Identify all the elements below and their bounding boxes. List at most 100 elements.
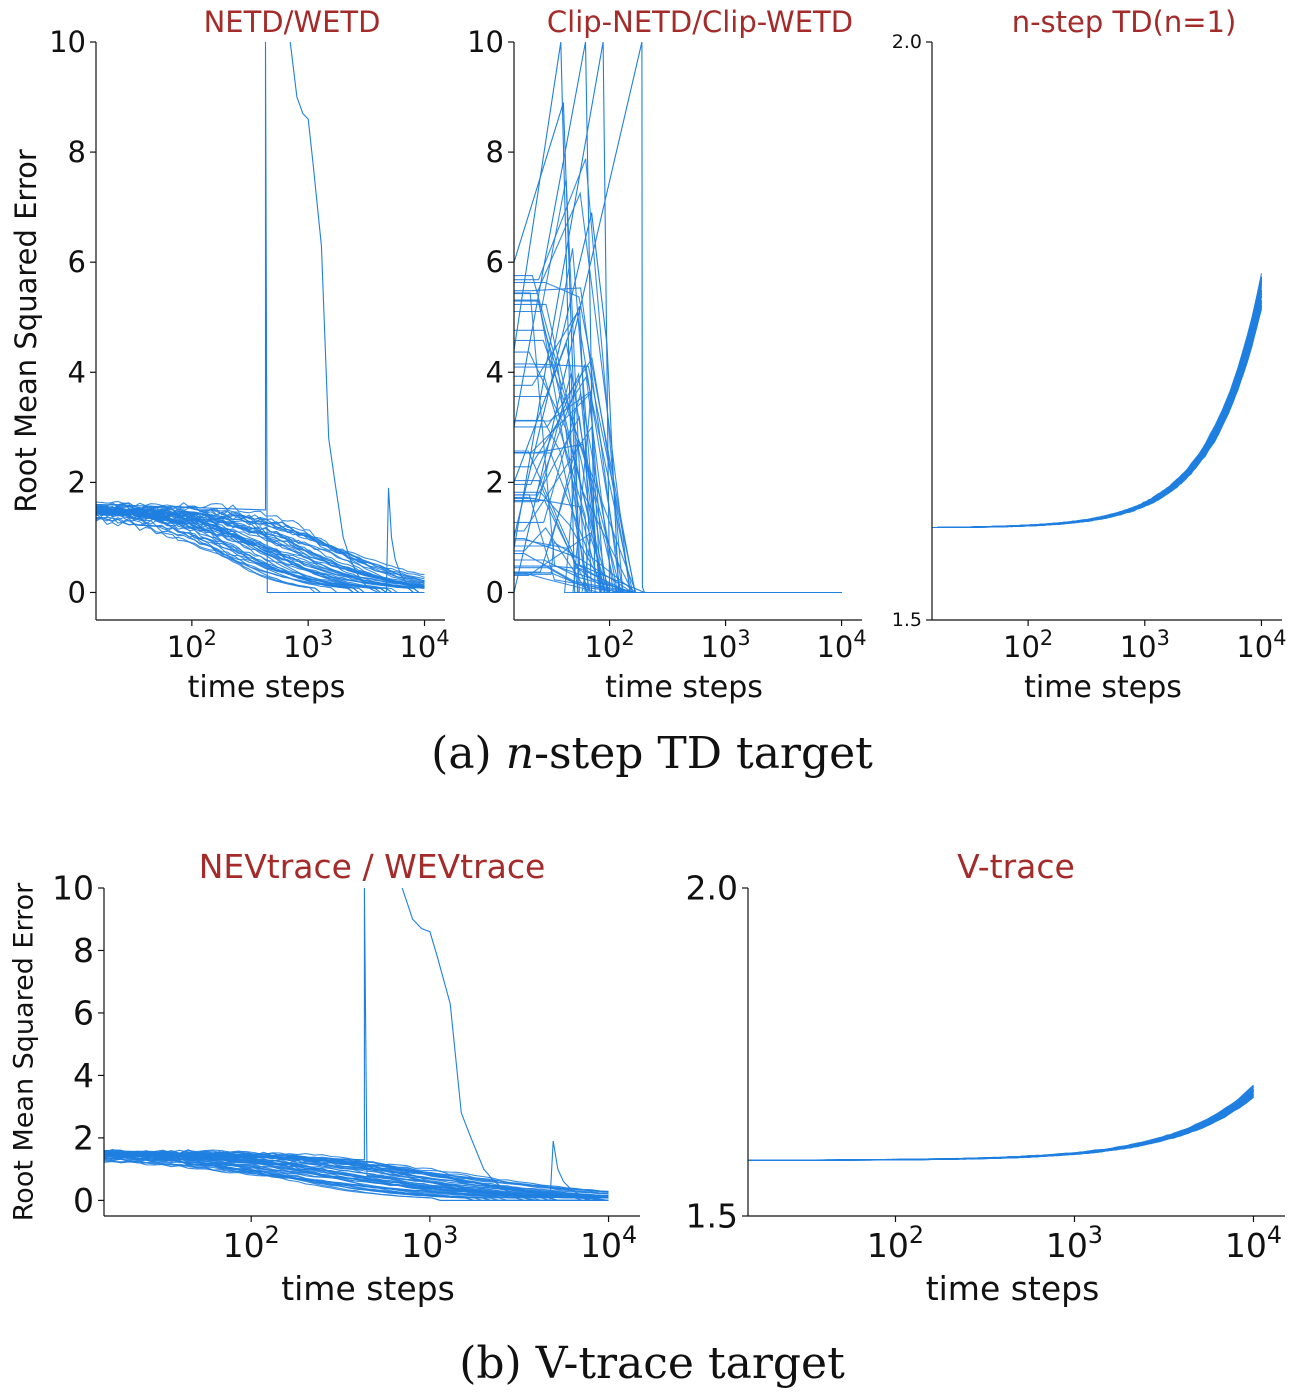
series-line-31 <box>932 290 1263 529</box>
caption-b-text: V-trace target <box>535 1338 845 1389</box>
series-line-36 <box>932 295 1263 529</box>
series-group <box>514 42 842 594</box>
x-tick-label: 104 <box>816 626 866 664</box>
series-line-12 <box>748 1094 1254 1161</box>
series-line-29 <box>932 277 1263 529</box>
series-line-30 <box>514 158 842 594</box>
x-tick-base: 10 <box>1003 630 1040 664</box>
y-tick-label: 2 <box>73 1118 94 1157</box>
y-tick-label: 2 <box>68 465 86 499</box>
series-line-48 <box>104 1151 609 1201</box>
series-line-44 <box>514 539 842 594</box>
x-tick-label: 104 <box>580 1221 637 1265</box>
series-line-32 <box>932 278 1263 529</box>
x-tick-exponent: 4 <box>1273 626 1286 650</box>
x-tick-base: 10 <box>167 630 204 664</box>
series-line-25 <box>748 1096 1254 1161</box>
y-tick-label: 8 <box>73 931 94 970</box>
series-line-40 <box>932 276 1263 529</box>
series-line-11 <box>932 301 1263 529</box>
x-tick-exponent: 3 <box>1088 1221 1103 1249</box>
x-axis-label: time steps <box>926 1269 1100 1308</box>
series-line-18 <box>932 293 1263 529</box>
x-tick-base: 10 <box>399 630 436 664</box>
series-line-16 <box>932 302 1263 529</box>
series-line-23 <box>514 567 842 594</box>
series-line-37 <box>748 1094 1254 1161</box>
chart-title: n-step TD(n=1) <box>1012 5 1237 39</box>
x-tick-exponent: 3 <box>737 626 750 650</box>
series-line-46 <box>96 509 425 594</box>
series-line-13 <box>748 1094 1254 1161</box>
series-line-9 <box>932 285 1263 529</box>
x-tick-exponent: 2 <box>1040 626 1053 650</box>
chart-title: Clip-NETD/Clip-WETD <box>547 5 853 39</box>
series-line-35 <box>748 1095 1254 1161</box>
chart-title: NEVtrace / WEVtrace <box>199 847 546 886</box>
chart-title: V-trace <box>957 847 1075 886</box>
y-tick-label: 10 <box>467 25 504 59</box>
series-outlier-3 <box>385 487 425 593</box>
series-line-28 <box>748 1086 1254 1161</box>
series-line-11 <box>748 1087 1254 1161</box>
series-line-27 <box>932 292 1263 529</box>
x-tick-label: 102 <box>867 1221 924 1265</box>
series-line-23 <box>932 280 1263 529</box>
x-tick-base: 10 <box>816 630 853 664</box>
y-tick-label: 10 <box>49 25 86 59</box>
x-tick-label: 103 <box>283 626 333 664</box>
series-group <box>104 888 609 1201</box>
series-line-40 <box>96 509 425 584</box>
series-line-2 <box>932 308 1263 529</box>
y-tick-label: 2.0 <box>686 869 738 908</box>
series-line-24 <box>932 290 1263 529</box>
series-line-38 <box>748 1093 1254 1161</box>
series-line-19 <box>932 300 1263 529</box>
x-tick-label: 103 <box>401 1221 458 1265</box>
series-line-39 <box>932 304 1263 529</box>
series-line-23 <box>748 1092 1254 1161</box>
x-axis-label: time steps <box>188 670 346 705</box>
chart-title: NETD/WETD <box>204 5 381 39</box>
series-line-28 <box>932 277 1263 529</box>
y-tick-label: 2 <box>486 465 504 499</box>
series-line-14 <box>748 1090 1254 1161</box>
x-tick-label: 103 <box>1120 626 1170 664</box>
series-outlier-2 <box>401 888 538 1201</box>
series-line-8 <box>932 287 1263 529</box>
series-line-21 <box>748 1086 1254 1161</box>
series-line-30 <box>932 277 1263 529</box>
series-line-33 <box>748 1088 1254 1161</box>
series-line-21 <box>932 279 1263 529</box>
series-line-28 <box>514 191 842 594</box>
series-line-3 <box>514 553 842 594</box>
series-line-30 <box>748 1085 1254 1161</box>
series-line-50 <box>514 452 842 594</box>
series-line-8 <box>514 415 842 594</box>
y-axis-label: Root Mean Squared Error <box>9 149 43 513</box>
series-group <box>748 1084 1254 1161</box>
series-line-3 <box>748 1090 1254 1161</box>
y-tick-label: 6 <box>73 993 94 1032</box>
series-line-24 <box>748 1096 1254 1161</box>
series-line-4 <box>932 300 1263 529</box>
series-line-6 <box>748 1091 1254 1161</box>
y-tick-label: 8 <box>486 135 504 169</box>
x-tick-exponent: 2 <box>909 1221 924 1249</box>
x-tick-label: 104 <box>399 626 449 664</box>
series-line-32 <box>748 1084 1254 1161</box>
caption-a-text: -step TD target <box>534 728 873 779</box>
series-line-15 <box>514 450 842 594</box>
series-line-1 <box>514 357 842 594</box>
y-tick-label: 0 <box>486 575 504 609</box>
series-line-26 <box>748 1096 1254 1161</box>
series-line-17 <box>932 295 1263 529</box>
series-line-15 <box>932 289 1263 529</box>
series-line-2 <box>748 1093 1254 1161</box>
series-line-7 <box>932 278 1263 529</box>
series-line-18 <box>748 1091 1254 1161</box>
series-line-26 <box>932 281 1263 529</box>
